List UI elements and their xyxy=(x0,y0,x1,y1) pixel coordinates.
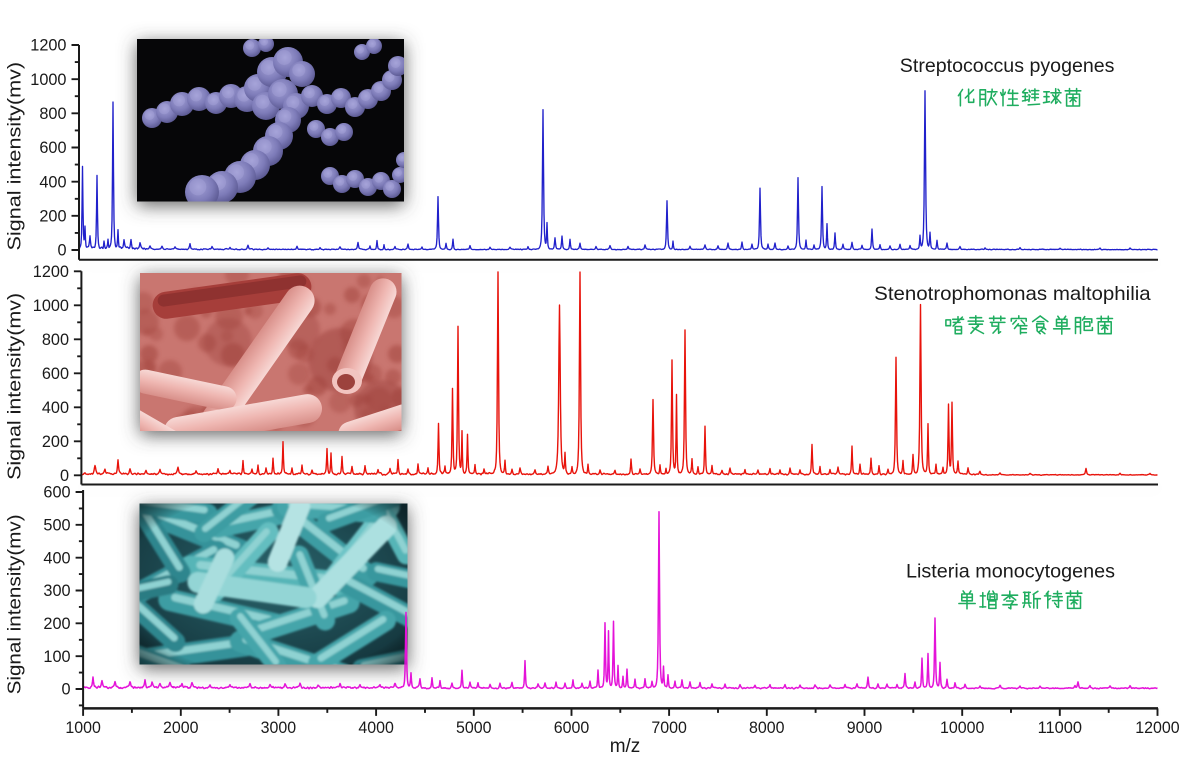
svg-text:800: 800 xyxy=(39,105,66,123)
svg-text:800: 800 xyxy=(42,331,69,349)
svg-text:600: 600 xyxy=(43,484,70,502)
svg-text:0: 0 xyxy=(60,467,69,485)
svg-text:500: 500 xyxy=(43,516,70,534)
svg-text:11000: 11000 xyxy=(1038,718,1082,737)
svg-text:7000: 7000 xyxy=(651,718,687,737)
svg-text:1000: 1000 xyxy=(33,297,69,315)
svg-text:Streptococcus pyogenes: Streptococcus pyogenes xyxy=(900,55,1115,77)
svg-text:5000: 5000 xyxy=(456,718,492,737)
svg-text:Signal intensity(mv): Signal intensity(mv) xyxy=(4,293,25,480)
svg-text:1200: 1200 xyxy=(33,263,69,281)
svg-text:Signal intensity(mv): Signal intensity(mv) xyxy=(4,62,25,251)
svg-text:8000: 8000 xyxy=(749,718,785,737)
svg-text:Stenotrophomonas maltophilia: Stenotrophomonas maltophilia xyxy=(874,283,1151,305)
svg-text:1200: 1200 xyxy=(30,37,66,55)
svg-text:m/z: m/z xyxy=(610,736,641,757)
svg-text:4000: 4000 xyxy=(358,718,394,737)
svg-text:600: 600 xyxy=(42,365,69,383)
svg-text:100: 100 xyxy=(43,648,70,666)
svg-text:Signal intensity(mv): Signal intensity(mv) xyxy=(4,514,25,694)
svg-text:300: 300 xyxy=(43,582,70,600)
svg-text:9000: 9000 xyxy=(847,718,883,737)
svg-text:600: 600 xyxy=(39,139,66,157)
svg-text:12000: 12000 xyxy=(1135,718,1179,737)
svg-text:200: 200 xyxy=(43,615,70,633)
svg-text:1000: 1000 xyxy=(30,71,66,89)
svg-text:Listeria monocytogenes: Listeria monocytogenes xyxy=(906,561,1115,583)
svg-text:1000: 1000 xyxy=(65,718,101,737)
svg-text:2000: 2000 xyxy=(163,718,199,737)
svg-text:0: 0 xyxy=(57,242,66,260)
svg-text:400: 400 xyxy=(39,173,66,191)
svg-text:200: 200 xyxy=(42,433,69,451)
svg-text:200: 200 xyxy=(39,207,66,225)
svg-text:0: 0 xyxy=(62,681,71,699)
svg-text:3000: 3000 xyxy=(261,718,297,737)
svg-text:400: 400 xyxy=(42,399,69,417)
svg-text:10000: 10000 xyxy=(940,718,984,737)
svg-text:6000: 6000 xyxy=(554,718,590,737)
svg-text:400: 400 xyxy=(43,549,70,567)
